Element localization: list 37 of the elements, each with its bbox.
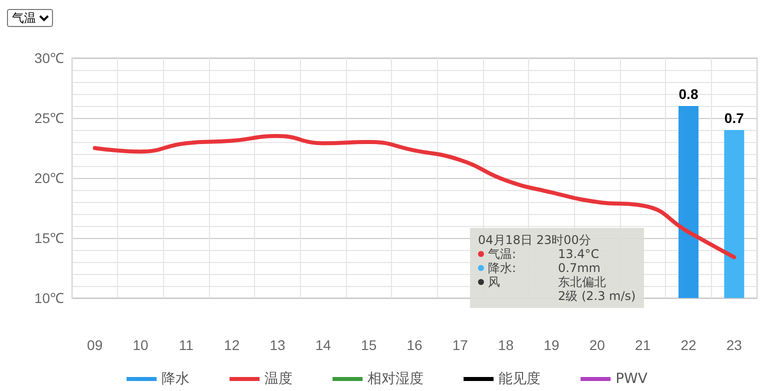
legend-label: 能见度: [498, 371, 541, 387]
x-tick-label: 14: [315, 337, 332, 353]
x-tick-label: 22: [680, 337, 696, 353]
y-tick-label: 20℃: [34, 170, 64, 186]
legend-label: 相对湿度: [368, 371, 424, 387]
annotation: 降水:: [487, 261, 518, 275]
legend-label: 降水: [162, 371, 190, 387]
line-series: [92, 134, 736, 260]
y-tick-label: 30℃: [34, 50, 64, 66]
x-tick-label: 17: [452, 337, 468, 353]
annotation: 2级 (2.3 m/s): [558, 289, 636, 303]
x-tick-label: 11: [178, 337, 194, 353]
x-tick-label: 10: [132, 337, 148, 353]
annotation: 13.4°C: [558, 247, 600, 261]
legend-label: 温度: [264, 371, 293, 387]
x-tick-label: 15: [361, 337, 377, 353]
x-tick-label: 13: [270, 337, 286, 353]
data-label: 0.8: [678, 86, 698, 102]
annotation: 风: [487, 275, 501, 289]
x-tick-label: 12: [224, 337, 240, 353]
x-tick-label: 09: [87, 337, 103, 353]
data-label: 0.7: [724, 110, 744, 126]
annotation: 东北偏北: [558, 275, 606, 289]
y-tick-label: 15℃: [34, 230, 64, 246]
x-tick-label: 23: [726, 337, 742, 353]
x-tick-label: 20: [589, 337, 606, 353]
x-tick-label: 18: [498, 337, 514, 353]
y-tick-label: 10℃: [34, 290, 64, 306]
annotation: 0.7mm: [558, 261, 600, 275]
annotation: 气温:: [487, 247, 518, 261]
y-tick-label: 25℃: [34, 110, 64, 126]
x-tick-label: 19: [544, 337, 560, 353]
legend-label: PWV: [616, 371, 648, 387]
chart-selector: 气温: [7, 9, 53, 27]
x-tick-label: 21: [635, 337, 651, 353]
annotation: 04月18日 23时00分: [478, 233, 592, 247]
x-tick-label: 16: [406, 337, 422, 353]
